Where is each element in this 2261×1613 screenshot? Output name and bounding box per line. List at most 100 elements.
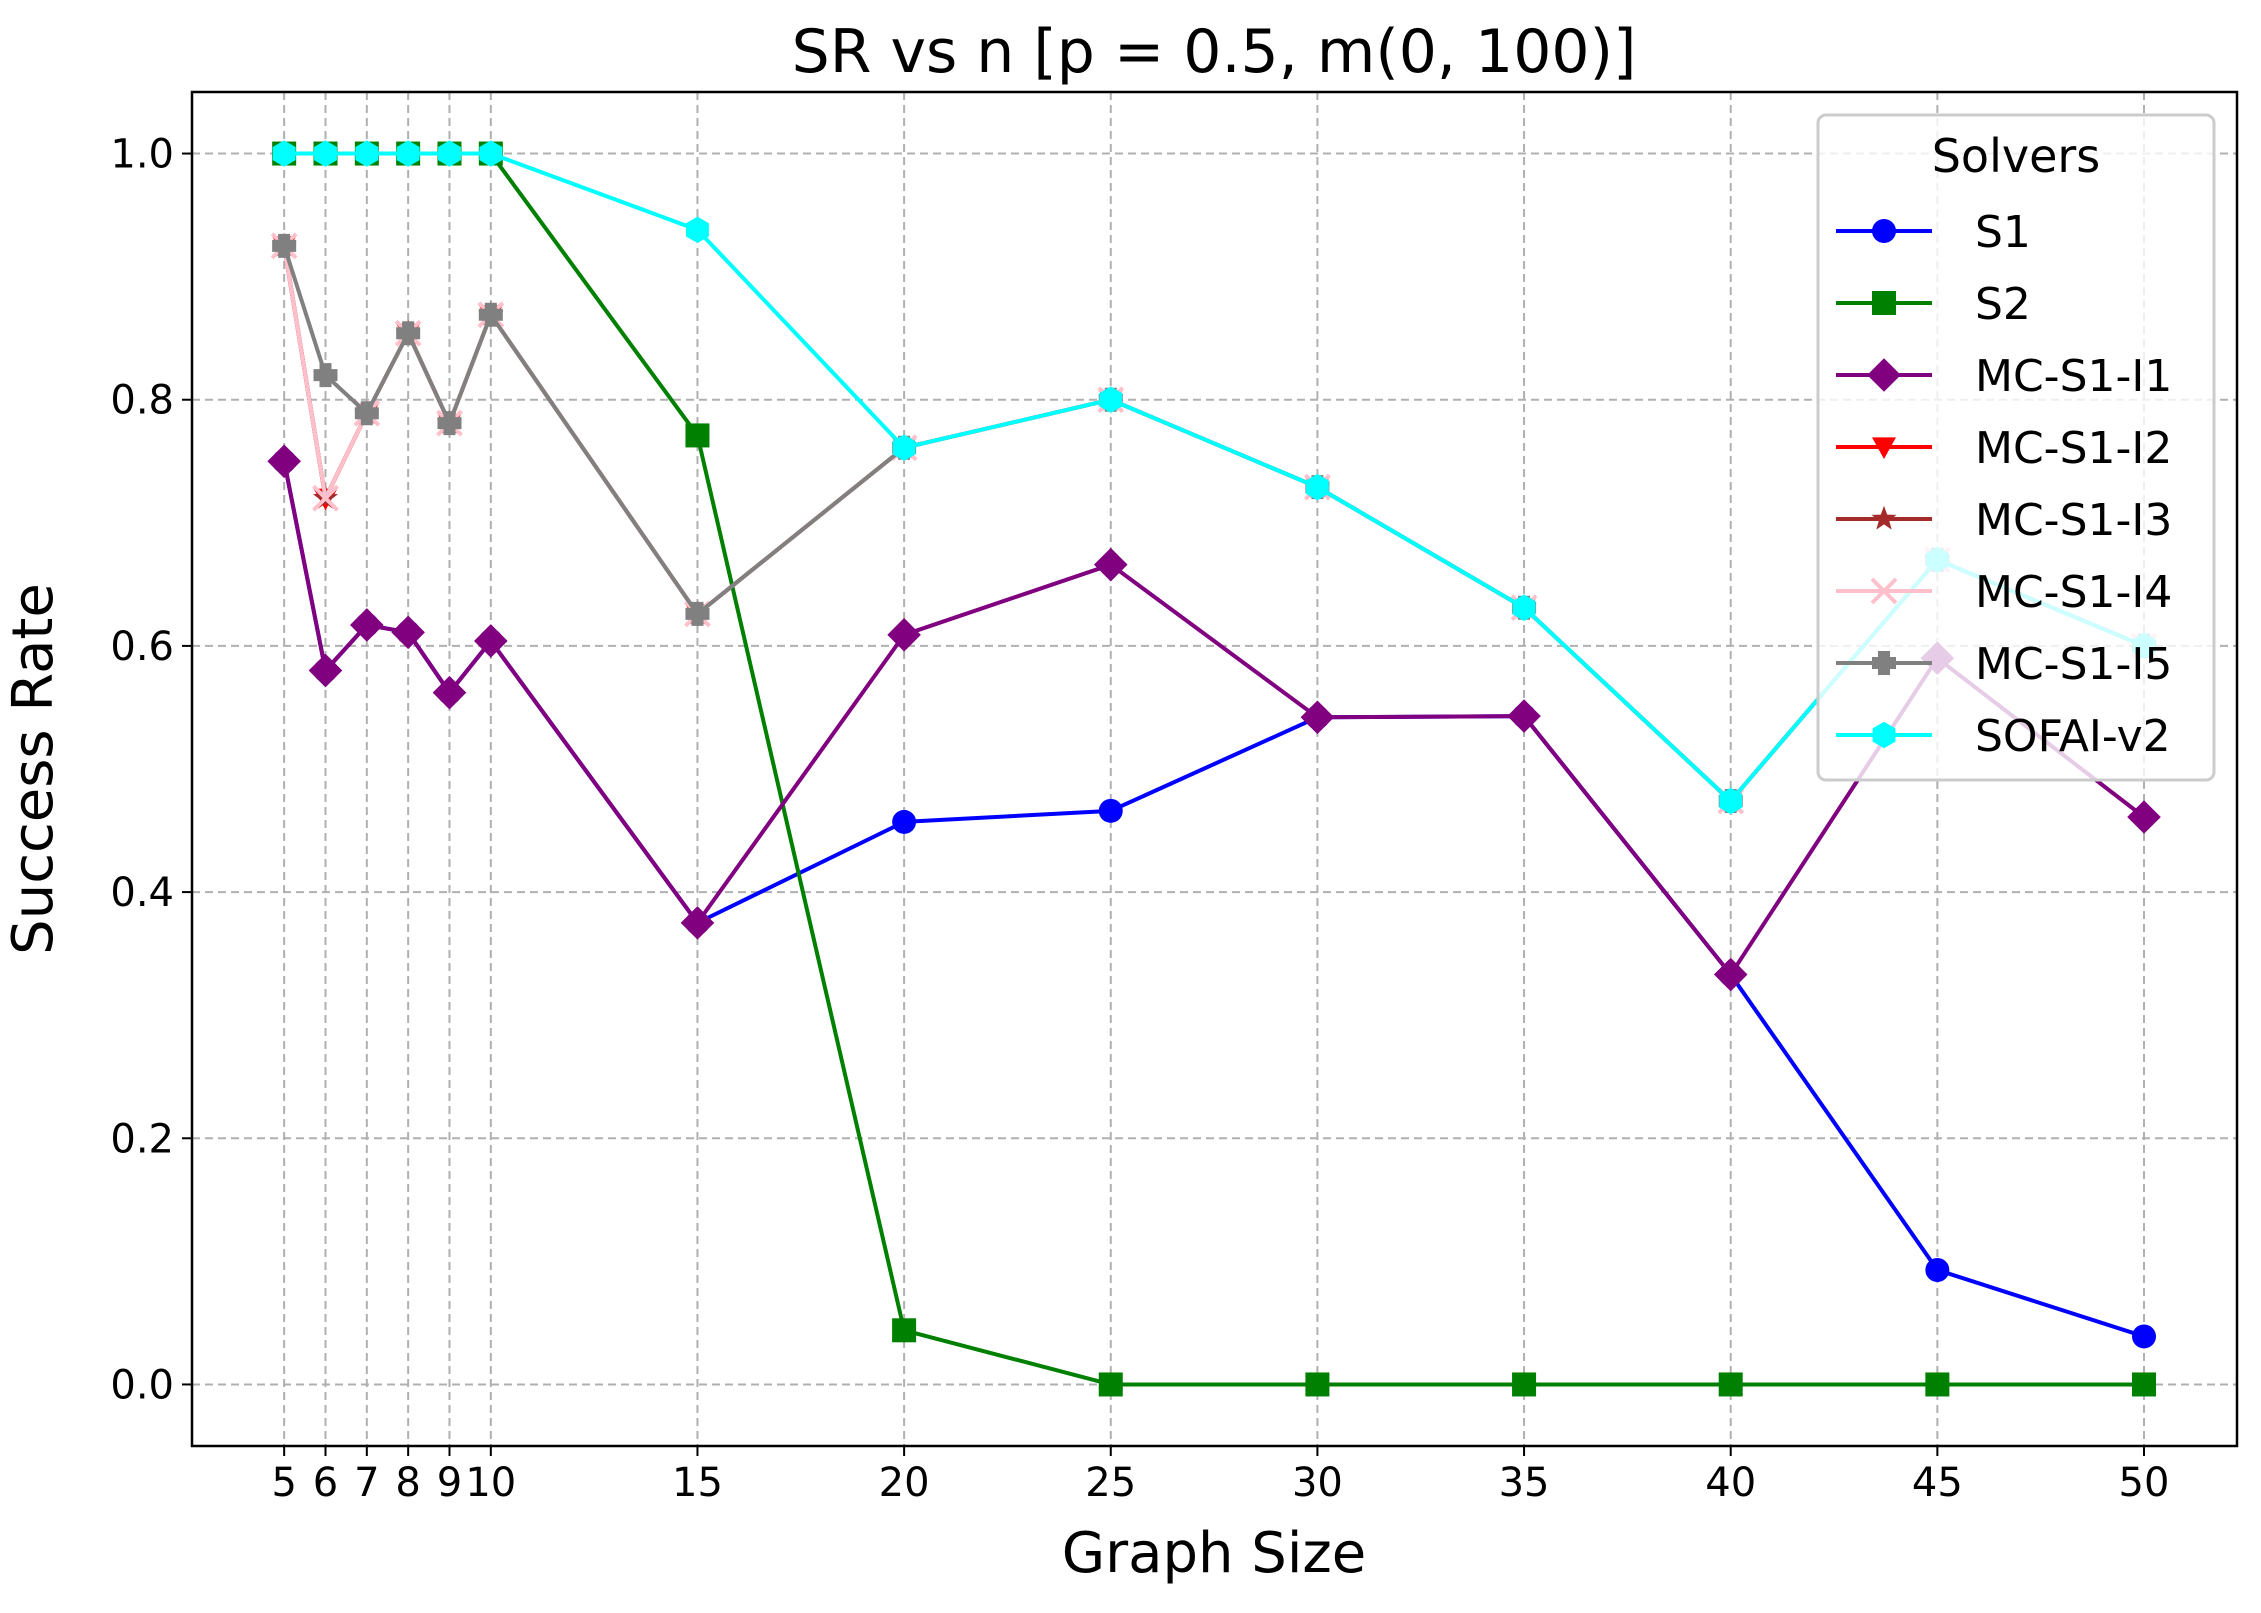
x-tick-label: 5 bbox=[271, 1460, 296, 1506]
legend-label: MC-S1-I2 bbox=[1975, 423, 2172, 474]
x-tick-label: 15 bbox=[672, 1460, 723, 1506]
data-point bbox=[354, 401, 379, 426]
axes-frame bbox=[190, 90, 2239, 1448]
legend-box bbox=[1816, 113, 2216, 782]
legend-entry: SOFAI-v2 bbox=[1836, 711, 2171, 762]
x-axis-label: Graph Size bbox=[1062, 1521, 1367, 1586]
series-mc-s1-i1 bbox=[267, 444, 2161, 992]
data-point bbox=[1512, 1372, 1537, 1397]
x-tick-label: 9 bbox=[437, 1460, 462, 1506]
data-point bbox=[267, 444, 301, 479]
data-point bbox=[1093, 547, 1128, 582]
x-tick-label: 6 bbox=[313, 1460, 338, 1506]
chart-title: SR vs n [p = 0.5, m(0, 100)] bbox=[792, 17, 1637, 87]
legend-marker bbox=[1872, 437, 1896, 459]
data-point bbox=[272, 140, 296, 167]
legend-label: MC-S1-I3 bbox=[1975, 495, 2172, 546]
legend-entry: MC-S1-I5 bbox=[1836, 639, 2172, 690]
data-point bbox=[1507, 699, 1541, 733]
data-point bbox=[396, 140, 420, 167]
data-point bbox=[1098, 798, 1123, 823]
data-point bbox=[892, 434, 916, 461]
legend-label: MC-S1-I4 bbox=[1975, 567, 2172, 618]
legend-label: S2 bbox=[1975, 279, 2031, 330]
legend-entry: MC-S1-I1 bbox=[1836, 351, 2172, 402]
data-point bbox=[2127, 800, 2161, 834]
legend-entry: S2 bbox=[1836, 279, 2031, 330]
data-point bbox=[1099, 386, 1123, 413]
legend-label: SOFAI-v2 bbox=[1975, 711, 2171, 762]
legend-entry: MC-S1-I4 bbox=[1836, 567, 2172, 618]
data-point bbox=[685, 423, 710, 448]
data-point bbox=[685, 601, 710, 626]
legend-label: S1 bbox=[1975, 207, 2031, 258]
legend-marker bbox=[1872, 219, 1896, 243]
data-point bbox=[313, 363, 338, 388]
legend-marker bbox=[1872, 651, 1896, 675]
data-point bbox=[680, 906, 715, 940]
x-tick-label: 7 bbox=[354, 1460, 379, 1506]
x-tick-label: 25 bbox=[1085, 1460, 1136, 1506]
data-point bbox=[478, 302, 503, 327]
data-point bbox=[314, 140, 337, 167]
data-point bbox=[1305, 1372, 1330, 1397]
legend-marker bbox=[1870, 577, 1898, 605]
x-tick-label: 20 bbox=[879, 1460, 930, 1506]
data-point bbox=[432, 675, 467, 710]
data-point bbox=[396, 321, 421, 346]
data-point bbox=[272, 233, 297, 258]
legend-marker bbox=[1871, 505, 1897, 530]
y-tick-label: 1.0 bbox=[110, 132, 174, 178]
data-point bbox=[887, 618, 921, 652]
legend: Solvers S1 S2 MC-S1-I1 MC-S1-I2 MC-S1-I3 MC-S… bbox=[1816, 113, 2216, 782]
legend-marker bbox=[1867, 358, 1901, 392]
y-tick-label: 0.6 bbox=[110, 624, 174, 670]
y-axis-label: Success Rate bbox=[1, 583, 66, 955]
data-point bbox=[2132, 1372, 2157, 1397]
data-point bbox=[350, 608, 384, 642]
legend-label: MC-S1-I5 bbox=[1975, 639, 2172, 690]
data-point bbox=[474, 624, 508, 658]
data-point bbox=[1719, 787, 1743, 815]
data-point bbox=[1718, 1372, 1743, 1397]
data-point bbox=[479, 140, 503, 167]
data-point bbox=[1300, 700, 1335, 735]
y-tick-label: 0.4 bbox=[110, 870, 174, 916]
data-point bbox=[1713, 957, 1748, 992]
data-point bbox=[686, 216, 709, 244]
data-point bbox=[355, 140, 379, 167]
x-tick-label: 45 bbox=[1912, 1460, 1963, 1506]
data-point bbox=[391, 615, 425, 650]
x-tick-label: 10 bbox=[465, 1460, 516, 1506]
x-tick-label: 8 bbox=[395, 1460, 420, 1506]
data-point bbox=[308, 653, 343, 688]
ticks: 5 6 7 8 9 10 15 20 25 30 35 40 45 50 0.0 0.2 0.4 0.6 0.8 1.… bbox=[110, 132, 2169, 1506]
x-marker-stroke bbox=[312, 484, 339, 512]
x-tick-label: 40 bbox=[1705, 1460, 1756, 1506]
legend-entry: MC-S1-I3 bbox=[1836, 495, 2172, 546]
y-tick-label: 0.0 bbox=[110, 1362, 174, 1408]
legend-label: MC-S1-I1 bbox=[1975, 351, 2172, 402]
y-tick-label: 0.8 bbox=[110, 378, 174, 424]
data-point bbox=[1512, 594, 1536, 621]
legend-marker bbox=[1872, 721, 1896, 749]
data-point bbox=[1305, 473, 1329, 501]
data-point bbox=[438, 140, 461, 167]
data-point bbox=[1098, 1372, 1123, 1397]
data-point bbox=[1925, 1257, 1950, 1282]
x-tick-label: 30 bbox=[1292, 1460, 1343, 1506]
data-point bbox=[892, 809, 917, 834]
legend-entry: S1 bbox=[1836, 207, 2031, 258]
data-point bbox=[2132, 1324, 2157, 1349]
data-point bbox=[1925, 1372, 1950, 1397]
legend-entry: MC-S1-I2 bbox=[1836, 423, 2172, 474]
legend-title: Solvers bbox=[1932, 129, 2101, 183]
legend-marker bbox=[1872, 291, 1896, 315]
y-tick-label: 0.2 bbox=[110, 1116, 174, 1162]
x-tick-label: 35 bbox=[1499, 1460, 1550, 1506]
x-tick-label: 50 bbox=[2119, 1460, 2170, 1506]
x-marker-stroke bbox=[1870, 577, 1898, 605]
data-point bbox=[892, 1318, 917, 1343]
data-point bbox=[312, 484, 339, 512]
